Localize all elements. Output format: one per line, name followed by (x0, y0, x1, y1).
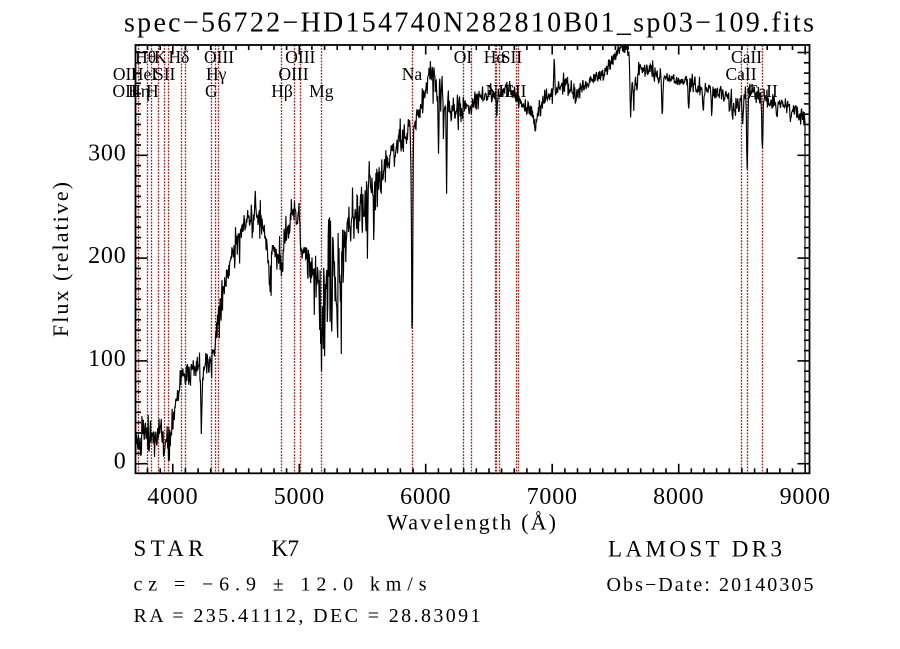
svg-text:SII: SII (501, 47, 523, 67)
svg-text:NII: NII (486, 81, 510, 101)
svg-text:Hδ: Hδ (169, 47, 190, 67)
svg-text:LAMOST DR3: LAMOST DR3 (608, 537, 782, 562)
svg-text:100: 100 (88, 346, 126, 372)
svg-text:G: G (205, 81, 218, 101)
svg-text:200: 200 (88, 243, 126, 269)
svg-text:OIII: OIII (285, 47, 315, 67)
svg-text:Wavelength (Å): Wavelength (Å) (387, 510, 556, 535)
svg-text:OIII: OIII (204, 47, 234, 67)
svg-text:Hγ: Hγ (206, 64, 227, 84)
svg-text:OI: OI (454, 47, 473, 67)
svg-text:OII: OII (113, 81, 137, 101)
svg-text:Hα: Hα (484, 47, 506, 67)
svg-text:CaII: CaII (747, 81, 778, 101)
svg-text:CaII: CaII (725, 64, 756, 84)
svg-text:300: 300 (88, 140, 126, 166)
svg-text:H: H (146, 81, 159, 101)
svg-text:STAR: STAR (134, 536, 205, 561)
svg-text:0: 0 (114, 449, 127, 475)
svg-text:5000: 5000 (274, 484, 325, 510)
svg-text:SII: SII (154, 64, 176, 84)
svg-text:Hβ: Hβ (271, 81, 293, 101)
svg-text:SII: SII (505, 81, 527, 101)
svg-text:OII: OII (113, 64, 137, 84)
svg-text:6000: 6000 (400, 484, 451, 510)
svg-text:spec−56722−HD154740N282810B01_: spec−56722−HD154740N282810B01_sp03−109.f… (124, 8, 814, 39)
svg-text:OIII: OIII (278, 64, 308, 84)
svg-text:K: K (154, 47, 167, 67)
svg-text:CaII: CaII (731, 47, 762, 67)
svg-text:9000: 9000 (780, 484, 831, 510)
svg-text:RA = 235.41112, DEC = 28.8309: RA = 235.41112, DEC = 28.83091 (134, 605, 481, 627)
svg-text:HeI: HeI (131, 64, 157, 84)
svg-text:Flux (relative): Flux (relative) (48, 182, 73, 337)
svg-text:7000: 7000 (527, 484, 578, 510)
svg-text:4000: 4000 (147, 484, 198, 510)
svg-text:8000: 8000 (653, 484, 704, 510)
svg-text:Na: Na (402, 64, 423, 84)
svg-text:Hθ: Hθ (135, 47, 156, 67)
svg-text:K7: K7 (272, 536, 300, 561)
svg-text:Mg: Mg (309, 81, 334, 101)
svg-text:Hη: Hη (128, 81, 150, 101)
